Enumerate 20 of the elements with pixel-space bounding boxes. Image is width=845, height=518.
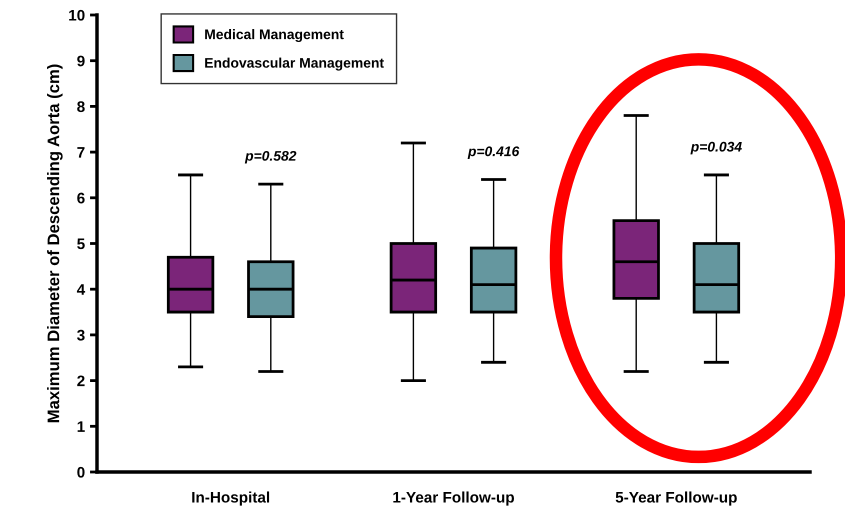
legend-label: Medical Management	[205, 29, 344, 42]
y-tick-label: 9	[77, 56, 85, 66]
annotation: p=0.416	[468, 146, 520, 159]
x-tick-label: In-Hospital	[192, 491, 270, 506]
annotation: p=0.034	[690, 142, 742, 154]
y-tick-label: 3	[77, 330, 85, 341]
y-tick-label: 2	[77, 375, 85, 386]
y-tick-label: 1	[78, 421, 85, 432]
y-tick-label: 6	[77, 192, 85, 204]
x-tick-label: 5-Year Follow-up	[616, 491, 737, 506]
y-tick-label: 0	[77, 466, 85, 478]
y-tick-label: 4	[76, 284, 86, 295]
y-tick-label: 5	[77, 238, 85, 250]
legend-label: Endovascular Management	[205, 58, 384, 71]
y-tick-label: 8	[77, 101, 85, 112]
annotation: p=0.582	[244, 150, 296, 164]
x-tick-label: 1-Year Follow-up	[393, 491, 514, 506]
y-tick-label: 10	[69, 10, 85, 21]
y-axis-title: Maximum Diameter of Descending Aorta (cm)	[47, 64, 63, 422]
y-tick-label: 7	[77, 147, 85, 158]
